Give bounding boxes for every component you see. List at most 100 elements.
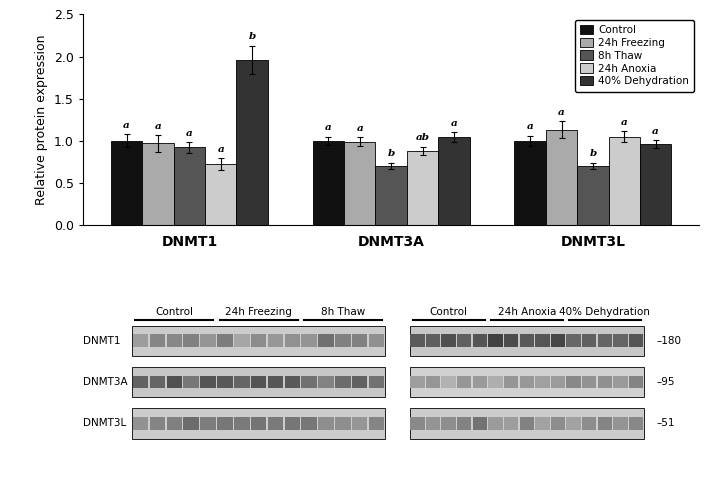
Bar — [457, 376, 472, 388]
Bar — [183, 417, 199, 430]
Bar — [167, 417, 182, 430]
Text: a: a — [325, 123, 332, 132]
Bar — [251, 417, 266, 430]
Bar — [150, 335, 165, 347]
Bar — [441, 335, 456, 347]
Text: –51: –51 — [656, 419, 675, 429]
Bar — [318, 417, 334, 430]
Bar — [234, 335, 249, 347]
Bar — [335, 417, 350, 430]
Text: a: a — [558, 108, 565, 117]
Bar — [410, 408, 644, 439]
Bar — [167, 335, 182, 347]
Bar — [504, 335, 518, 347]
Bar — [301, 335, 317, 347]
Bar — [352, 417, 368, 430]
Bar — [609, 136, 640, 225]
Text: Control: Control — [155, 307, 193, 317]
Bar — [410, 335, 425, 347]
Bar — [301, 376, 317, 388]
Text: ab: ab — [415, 133, 430, 143]
Bar — [335, 376, 350, 388]
Y-axis label: Relative protein expression: Relative protein expression — [35, 35, 48, 205]
Text: a: a — [356, 124, 363, 133]
Text: b: b — [249, 32, 256, 41]
Bar — [132, 408, 385, 439]
Bar — [205, 164, 236, 225]
Bar — [578, 166, 609, 225]
Bar — [410, 326, 644, 356]
Bar — [251, 376, 266, 388]
Bar — [376, 166, 407, 225]
Bar — [504, 376, 518, 388]
Bar — [200, 335, 216, 347]
Text: 40% Dehydration: 40% Dehydration — [559, 307, 650, 317]
Bar — [285, 335, 300, 347]
Bar — [473, 335, 487, 347]
Bar — [520, 417, 534, 430]
Bar — [234, 376, 249, 388]
Bar — [369, 376, 384, 388]
Bar — [598, 335, 612, 347]
Bar — [217, 417, 233, 430]
Text: a: a — [186, 129, 193, 138]
Bar — [285, 417, 300, 430]
Bar — [267, 335, 283, 347]
Text: a: a — [621, 118, 628, 127]
Bar — [200, 417, 216, 430]
Legend: Control, 24h Freezing, 8h Thaw, 24h Anoxia, 40% Dehydration: Control, 24h Freezing, 8h Thaw, 24h Anox… — [575, 20, 694, 92]
Bar — [582, 335, 596, 347]
Bar — [488, 417, 503, 430]
Text: a: a — [527, 122, 534, 132]
Bar — [407, 151, 438, 225]
Text: a: a — [154, 121, 162, 131]
Bar — [520, 376, 534, 388]
Text: a: a — [123, 121, 130, 130]
Bar — [488, 335, 503, 347]
Bar — [515, 141, 546, 225]
Bar — [217, 335, 233, 347]
Bar — [267, 417, 283, 430]
Bar — [369, 417, 384, 430]
Bar — [132, 326, 385, 356]
Bar — [629, 417, 643, 430]
Bar — [426, 417, 441, 430]
Text: a: a — [653, 127, 659, 136]
Text: DNMT3A: DNMT3A — [83, 377, 128, 387]
Bar — [133, 376, 149, 388]
Bar — [183, 376, 199, 388]
Bar — [457, 335, 472, 347]
Bar — [598, 376, 612, 388]
Text: Control: Control — [430, 307, 468, 317]
Bar — [251, 335, 266, 347]
Bar — [150, 376, 165, 388]
Text: 8h Thaw: 8h Thaw — [321, 307, 365, 317]
Bar — [335, 335, 350, 347]
Bar — [567, 335, 581, 347]
Text: b: b — [589, 149, 596, 158]
Bar — [426, 335, 441, 347]
Bar — [567, 376, 581, 388]
Bar — [410, 376, 425, 388]
Bar — [473, 417, 487, 430]
Bar — [535, 376, 549, 388]
Text: b: b — [387, 149, 395, 158]
Bar — [567, 417, 581, 430]
Bar — [132, 367, 385, 397]
Bar — [629, 376, 643, 388]
Bar — [352, 335, 368, 347]
Bar — [352, 376, 368, 388]
Bar — [318, 335, 334, 347]
Bar — [410, 417, 425, 430]
Bar — [614, 417, 628, 430]
Bar — [614, 335, 628, 347]
Bar — [551, 335, 565, 347]
Bar — [142, 143, 174, 225]
Text: 24h Freezing: 24h Freezing — [225, 307, 292, 317]
Text: –180: –180 — [656, 336, 681, 346]
Bar — [426, 376, 441, 388]
Text: DNMT3L: DNMT3L — [83, 419, 126, 429]
Bar — [150, 417, 165, 430]
Bar — [301, 417, 317, 430]
Bar — [582, 417, 596, 430]
